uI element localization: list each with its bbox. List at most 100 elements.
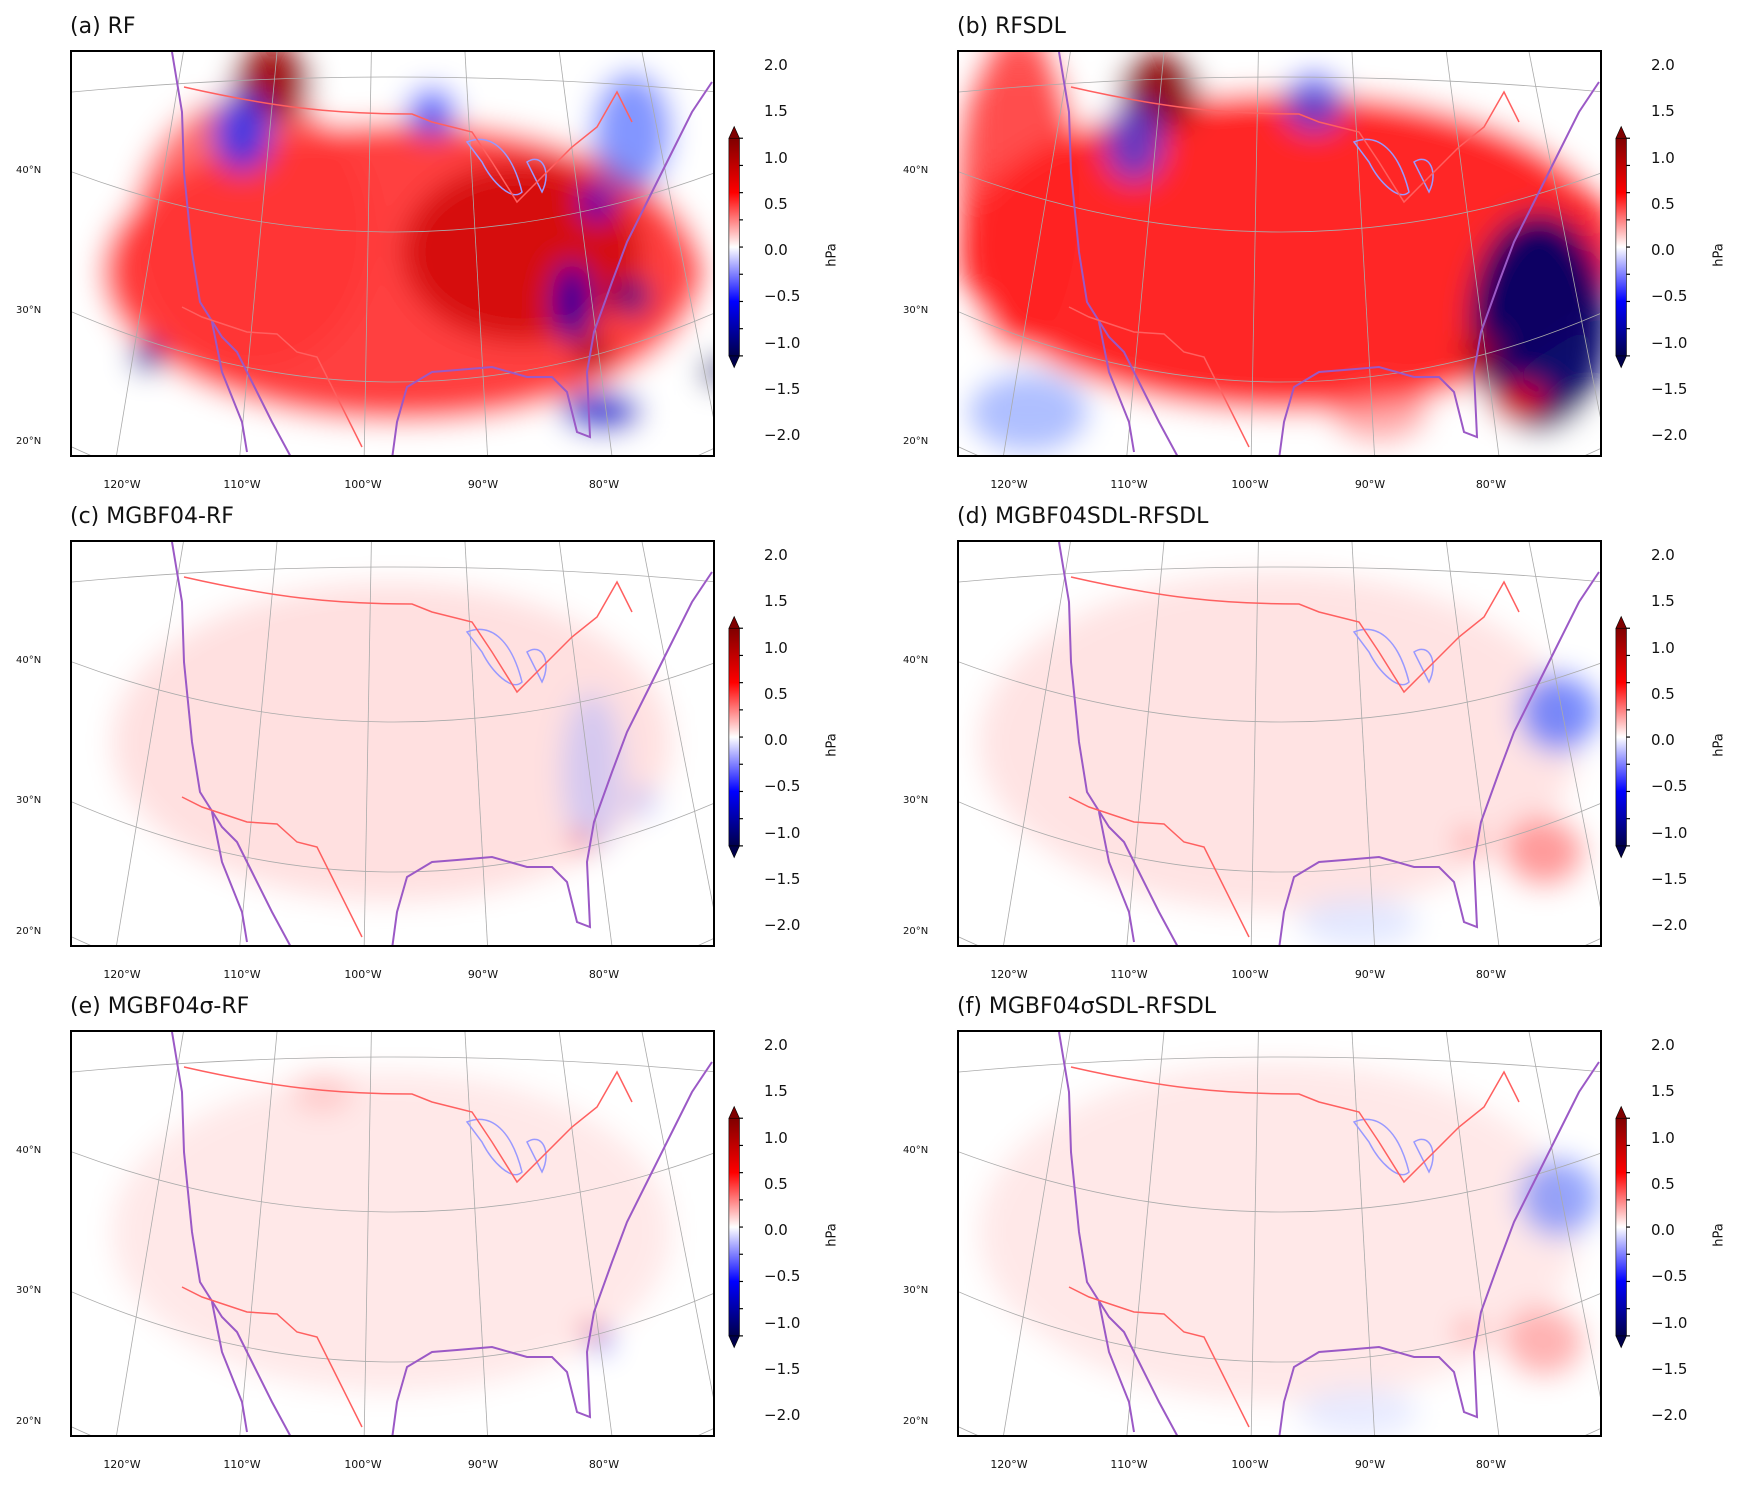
colorbar-tick-label: 1.5: [1651, 1082, 1675, 1101]
colorbar-extend-max: [1615, 125, 1627, 139]
field-anomaly: [212, 92, 272, 172]
colorbar-tick-label: −0.5: [764, 1267, 801, 1286]
longitude-gridline: [558, 542, 613, 945]
latitude-tick-label: 30°N: [16, 795, 42, 806]
colorbar-tick-label: 0.0: [764, 241, 788, 259]
longitude-gridline: [239, 52, 278, 455]
colorbar-tick-label: −0.5: [764, 777, 801, 796]
colorbar-extend-min: [728, 1335, 740, 1349]
great-lakes: [1352, 1118, 1434, 1176]
colorbar-tick-label: 0.0: [1651, 731, 1675, 749]
longitude-gridline: [239, 1032, 278, 1435]
longitude-gridline: [1445, 52, 1500, 455]
field-anomaly: [574, 334, 610, 370]
longitude-gridline: [1528, 52, 1600, 418]
longitude-tick-label: 120°W: [990, 478, 1028, 491]
longitude-tick-label: 100°W: [344, 478, 382, 491]
longitude-gridline: [1351, 1032, 1375, 1435]
pressure-field: [86, 1046, 703, 1425]
colorbar-tick-label: 1.0: [1651, 148, 1675, 167]
coastline: [1098, 811, 1135, 943]
map-svg: [72, 1032, 713, 1435]
map-svg: [959, 52, 1600, 455]
longitude-tick-label: 80°W: [588, 968, 620, 981]
map-panel: (e) MGBF04σ-RF 20°N 30°N 40°N 120°W 110°W 100°…: [0, 980, 880, 1471]
coastline: [211, 811, 248, 943]
map-svg: [959, 542, 1600, 945]
colorbar-tick-label: −0.5: [764, 287, 801, 306]
longitude-tick-label: 80°W: [588, 478, 620, 491]
colorbar: [728, 1105, 743, 1349]
latitude-gridline: [959, 1151, 1600, 1213]
map-svg: [72, 52, 713, 455]
latitude-gridline: [72, 1056, 713, 1073]
colorbar-extend-min: [1615, 355, 1627, 369]
longitude-gridline: [558, 1032, 613, 1435]
colorbar-extend-max: [728, 615, 740, 629]
colorbar-tick-label: −0.5: [1651, 1267, 1688, 1286]
colorbar: [1615, 1105, 1630, 1349]
colorbar-tick-label: 1.0: [764, 148, 788, 167]
colorbar-tick-label: 0.5: [764, 1174, 788, 1193]
longitude-gridline: [1126, 1032, 1165, 1435]
field-anomaly: [562, 392, 642, 432]
longitude-gridline: [1003, 1032, 1071, 1435]
colorbar-extend-min: [728, 845, 740, 859]
colorbar: [728, 125, 743, 369]
longitude-tick-label: 90°W: [1354, 478, 1386, 491]
latitude-gridline: [959, 311, 1600, 383]
latitude-tick-label: 30°N: [903, 1285, 929, 1296]
colorbar-tick-label: 2.0: [1651, 546, 1675, 564]
panel-title: (b) RFSDL: [957, 14, 1066, 39]
colorbar-label: hPa: [1711, 243, 1727, 267]
colorbar-tick-label: 1.5: [1651, 592, 1675, 611]
longitude-tick-label: 80°W: [1475, 968, 1507, 981]
field-anomaly: [562, 692, 622, 852]
longitude-gridline: [1445, 542, 1500, 945]
latitude-tick-label: 30°N: [16, 305, 42, 316]
longitude-tick-label: 120°W: [990, 968, 1028, 981]
colorbar-label: hPa: [1711, 733, 1727, 757]
panel-title: (e) MGBF04σ-RF: [70, 994, 250, 1019]
panel-title: (a) RF: [70, 14, 136, 39]
field-anomaly: [592, 1330, 612, 1354]
colorbar-tick-label: −2.0: [764, 916, 801, 934]
longitude-tick-label: 120°W: [103, 1458, 141, 1471]
country-border: [181, 1066, 633, 1428]
latitude-gridline: [72, 311, 713, 383]
latitude-gridline: [72, 1151, 713, 1213]
colorbar: [728, 615, 743, 859]
colorbar-tick-label: 1.0: [1651, 638, 1675, 657]
field-anomaly: [1519, 672, 1599, 752]
colorbar-tick-label: 0.5: [1651, 1174, 1675, 1193]
country-border: [181, 86, 633, 448]
great-lakes: [1352, 138, 1434, 196]
latitude-gridline: [72, 801, 713, 873]
field-anomaly: [979, 1062, 1579, 1402]
pressure-field: [86, 52, 713, 445]
colorbar-tick-label: −1.5: [764, 379, 801, 398]
great-lakes: [465, 1118, 547, 1176]
latitude-tick-label: 40°N: [903, 1145, 929, 1156]
longitude-tick-label: 90°W: [467, 1458, 499, 1471]
colorbar-extend-min: [728, 355, 740, 369]
longitude-gridline: [1250, 1032, 1259, 1435]
field-anomaly: [627, 787, 657, 817]
longitude-gridline: [1528, 1032, 1600, 1398]
latitude-tick-label: 30°N: [903, 795, 929, 806]
colorbar-tick-label: 2.0: [764, 56, 788, 74]
longitude-gridline: [641, 1032, 713, 1398]
latitude-tick-label: 20°N: [16, 436, 42, 447]
colorbar-tick-label: −1.5: [1651, 869, 1688, 888]
colorbar-tick-label: 1.0: [764, 638, 788, 657]
pressure-field: [959, 52, 1600, 452]
longitude-tick-label: 110°W: [223, 478, 261, 491]
colorbar-extend-min: [1615, 845, 1627, 859]
longitude-tick-label: 110°W: [1110, 478, 1148, 491]
longitude-gridline: [464, 52, 488, 455]
latitude-gridline: [959, 171, 1600, 233]
longitude-tick-label: 80°W: [1475, 478, 1507, 491]
colorbar-tick-label: 1.5: [764, 1082, 788, 1101]
longitude-tick-label: 80°W: [588, 1458, 620, 1471]
longitude-tick-label: 100°W: [1231, 968, 1269, 981]
